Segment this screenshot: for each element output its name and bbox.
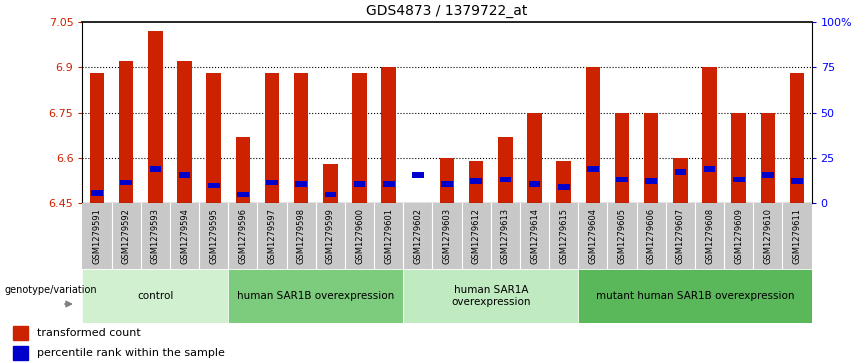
- Bar: [325, 192, 336, 197]
- Bar: [702, 67, 717, 203]
- Bar: [295, 181, 307, 187]
- Text: GSM1279598: GSM1279598: [297, 208, 306, 264]
- Text: GSM1279614: GSM1279614: [530, 208, 539, 264]
- Bar: [323, 164, 338, 203]
- Bar: [673, 158, 687, 203]
- Text: human SAR1B overexpression: human SAR1B overexpression: [237, 291, 394, 301]
- Bar: [235, 137, 250, 203]
- Bar: [89, 73, 104, 203]
- Bar: [119, 61, 134, 203]
- Text: genotype/variation: genotype/variation: [4, 285, 96, 295]
- Bar: [762, 172, 773, 178]
- Bar: [149, 166, 161, 172]
- Bar: [265, 73, 279, 203]
- Bar: [470, 178, 482, 184]
- Text: GSM1279591: GSM1279591: [93, 208, 102, 264]
- Text: GSM1279610: GSM1279610: [763, 208, 773, 264]
- Bar: [556, 161, 571, 203]
- Text: human SAR1A
overexpression: human SAR1A overexpression: [451, 285, 530, 307]
- Bar: [499, 177, 511, 182]
- Bar: [412, 172, 424, 178]
- Text: GSM1279607: GSM1279607: [676, 208, 685, 264]
- Text: GSM1279606: GSM1279606: [647, 208, 655, 264]
- Bar: [266, 180, 278, 185]
- Bar: [353, 181, 365, 187]
- Text: GSM1279612: GSM1279612: [471, 208, 481, 264]
- Bar: [13, 326, 28, 340]
- Bar: [586, 67, 600, 203]
- Text: GSM1279592: GSM1279592: [122, 208, 131, 264]
- Text: GSM1279611: GSM1279611: [792, 208, 801, 264]
- Bar: [645, 178, 657, 184]
- Bar: [587, 166, 599, 172]
- Bar: [381, 67, 396, 203]
- Bar: [440, 158, 454, 203]
- Bar: [177, 61, 192, 203]
- Text: GSM1279596: GSM1279596: [239, 208, 247, 264]
- Bar: [352, 73, 367, 203]
- Text: GSM1279613: GSM1279613: [501, 208, 510, 264]
- Text: GSM1279602: GSM1279602: [413, 208, 423, 264]
- Text: GSM1279593: GSM1279593: [151, 208, 160, 264]
- Text: GSM1279595: GSM1279595: [209, 208, 218, 264]
- Text: GSM1279603: GSM1279603: [443, 208, 451, 264]
- Bar: [791, 178, 803, 184]
- Text: control: control: [137, 291, 174, 301]
- Bar: [733, 177, 745, 182]
- Bar: [732, 113, 746, 203]
- Text: transformed count: transformed count: [36, 328, 141, 338]
- Text: GSM1279609: GSM1279609: [734, 208, 743, 264]
- Bar: [441, 181, 453, 187]
- Bar: [529, 181, 541, 187]
- Bar: [207, 183, 220, 188]
- Text: percentile rank within the sample: percentile rank within the sample: [36, 348, 225, 358]
- Bar: [760, 113, 775, 203]
- Text: GSM1279600: GSM1279600: [355, 208, 364, 264]
- Bar: [121, 180, 132, 185]
- Bar: [91, 190, 103, 196]
- Bar: [148, 31, 162, 203]
- Bar: [237, 192, 249, 197]
- Title: GDS4873 / 1379722_at: GDS4873 / 1379722_at: [366, 4, 528, 18]
- Bar: [383, 181, 395, 187]
- Text: GSM1279597: GSM1279597: [267, 208, 277, 264]
- Bar: [294, 73, 308, 203]
- Text: GSM1279605: GSM1279605: [617, 208, 627, 264]
- Bar: [616, 177, 628, 182]
- Bar: [207, 73, 221, 203]
- Bar: [82, 269, 228, 323]
- Bar: [790, 73, 805, 203]
- Text: GSM1279599: GSM1279599: [326, 208, 335, 264]
- Bar: [228, 269, 404, 323]
- Bar: [404, 269, 578, 323]
- Bar: [498, 137, 513, 203]
- Text: GSM1279594: GSM1279594: [180, 208, 189, 264]
- Bar: [527, 113, 542, 203]
- Bar: [644, 113, 659, 203]
- Bar: [13, 346, 28, 360]
- Bar: [704, 166, 715, 172]
- Text: GSM1279608: GSM1279608: [705, 208, 714, 264]
- Bar: [674, 169, 687, 175]
- Text: GSM1279601: GSM1279601: [385, 208, 393, 264]
- Text: GSM1279604: GSM1279604: [589, 208, 597, 264]
- Text: GSM1279615: GSM1279615: [559, 208, 569, 264]
- Bar: [558, 184, 569, 189]
- Bar: [469, 161, 483, 203]
- Text: mutant human SAR1B overexpression: mutant human SAR1B overexpression: [595, 291, 794, 301]
- Bar: [578, 269, 812, 323]
- Bar: [615, 113, 629, 203]
- Bar: [179, 172, 190, 178]
